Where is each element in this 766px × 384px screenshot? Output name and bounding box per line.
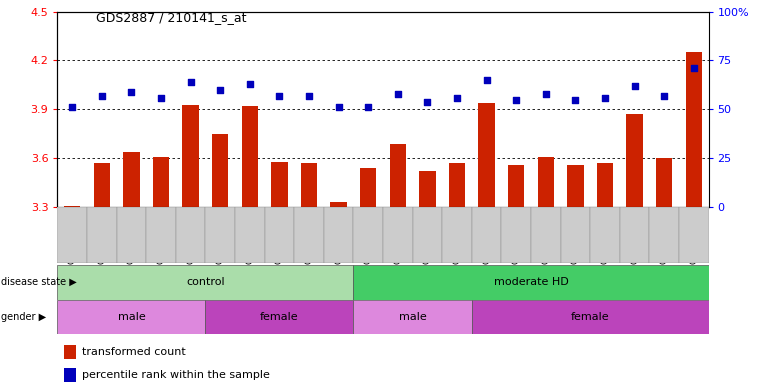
Bar	[360, 168, 376, 207]
Bar	[561, 207, 590, 263]
Bar	[620, 207, 650, 263]
Bar	[472, 300, 709, 334]
Bar	[205, 207, 235, 263]
Text: male: male	[399, 312, 427, 322]
Point	[421, 99, 434, 105]
Bar	[87, 207, 116, 263]
Bar	[353, 265, 709, 300]
Point	[510, 97, 522, 103]
Bar	[627, 114, 643, 207]
Bar	[301, 163, 317, 207]
Bar	[383, 207, 413, 263]
Bar	[686, 52, 702, 207]
Bar	[590, 207, 620, 263]
Text: transformed count: transformed count	[82, 347, 186, 357]
Point	[214, 87, 227, 93]
Bar	[390, 144, 406, 207]
Bar	[57, 265, 353, 300]
Bar	[650, 207, 679, 263]
Bar	[57, 207, 87, 263]
Point	[451, 94, 463, 101]
Point	[391, 91, 404, 97]
Bar	[64, 206, 80, 207]
Bar	[153, 157, 169, 207]
Bar	[64, 368, 76, 382]
Bar	[93, 163, 110, 207]
Text: male: male	[117, 312, 146, 322]
Bar	[123, 152, 139, 207]
Bar	[419, 171, 436, 207]
Bar	[531, 207, 561, 263]
Point	[332, 104, 345, 111]
Bar	[353, 300, 472, 334]
Bar	[449, 163, 465, 207]
Point	[540, 91, 552, 97]
Bar	[242, 106, 258, 207]
Bar	[656, 158, 673, 207]
Bar	[205, 300, 353, 334]
Bar	[212, 134, 228, 207]
Bar	[568, 165, 584, 207]
Bar	[294, 207, 324, 263]
Point	[569, 97, 581, 103]
Point	[688, 65, 700, 71]
Point	[66, 104, 78, 111]
Bar	[472, 207, 502, 263]
Point	[599, 94, 611, 101]
Point	[658, 93, 670, 99]
Point	[185, 79, 197, 85]
Bar	[479, 103, 495, 207]
Bar	[271, 162, 287, 207]
Bar	[235, 207, 264, 263]
Bar	[176, 207, 205, 263]
Point	[273, 93, 286, 99]
Bar	[442, 207, 472, 263]
Bar	[502, 207, 531, 263]
Point	[126, 89, 138, 95]
Point	[155, 94, 167, 101]
Bar	[353, 207, 383, 263]
Bar	[538, 157, 554, 207]
Text: moderate HD: moderate HD	[493, 277, 568, 287]
Text: disease state ▶: disease state ▶	[1, 277, 77, 287]
Bar	[413, 207, 442, 263]
Text: female: female	[260, 312, 299, 322]
Point	[480, 77, 493, 83]
Text: percentile rank within the sample: percentile rank within the sample	[82, 370, 270, 380]
Bar	[182, 104, 198, 207]
Bar	[330, 202, 347, 207]
Bar	[324, 207, 353, 263]
Point	[303, 93, 315, 99]
Point	[244, 81, 256, 87]
Text: control: control	[186, 277, 224, 287]
Bar	[679, 207, 709, 263]
Bar	[264, 207, 294, 263]
Bar	[57, 300, 205, 334]
Point	[628, 83, 640, 89]
Bar	[116, 207, 146, 263]
Text: gender ▶: gender ▶	[1, 312, 46, 322]
Bar	[508, 165, 524, 207]
Bar	[64, 345, 76, 359]
Point	[362, 104, 375, 111]
Text: female: female	[571, 312, 610, 322]
Text: GDS2887 / 210141_s_at: GDS2887 / 210141_s_at	[96, 12, 246, 25]
Bar	[146, 207, 176, 263]
Point	[96, 93, 108, 99]
Bar	[597, 163, 613, 207]
